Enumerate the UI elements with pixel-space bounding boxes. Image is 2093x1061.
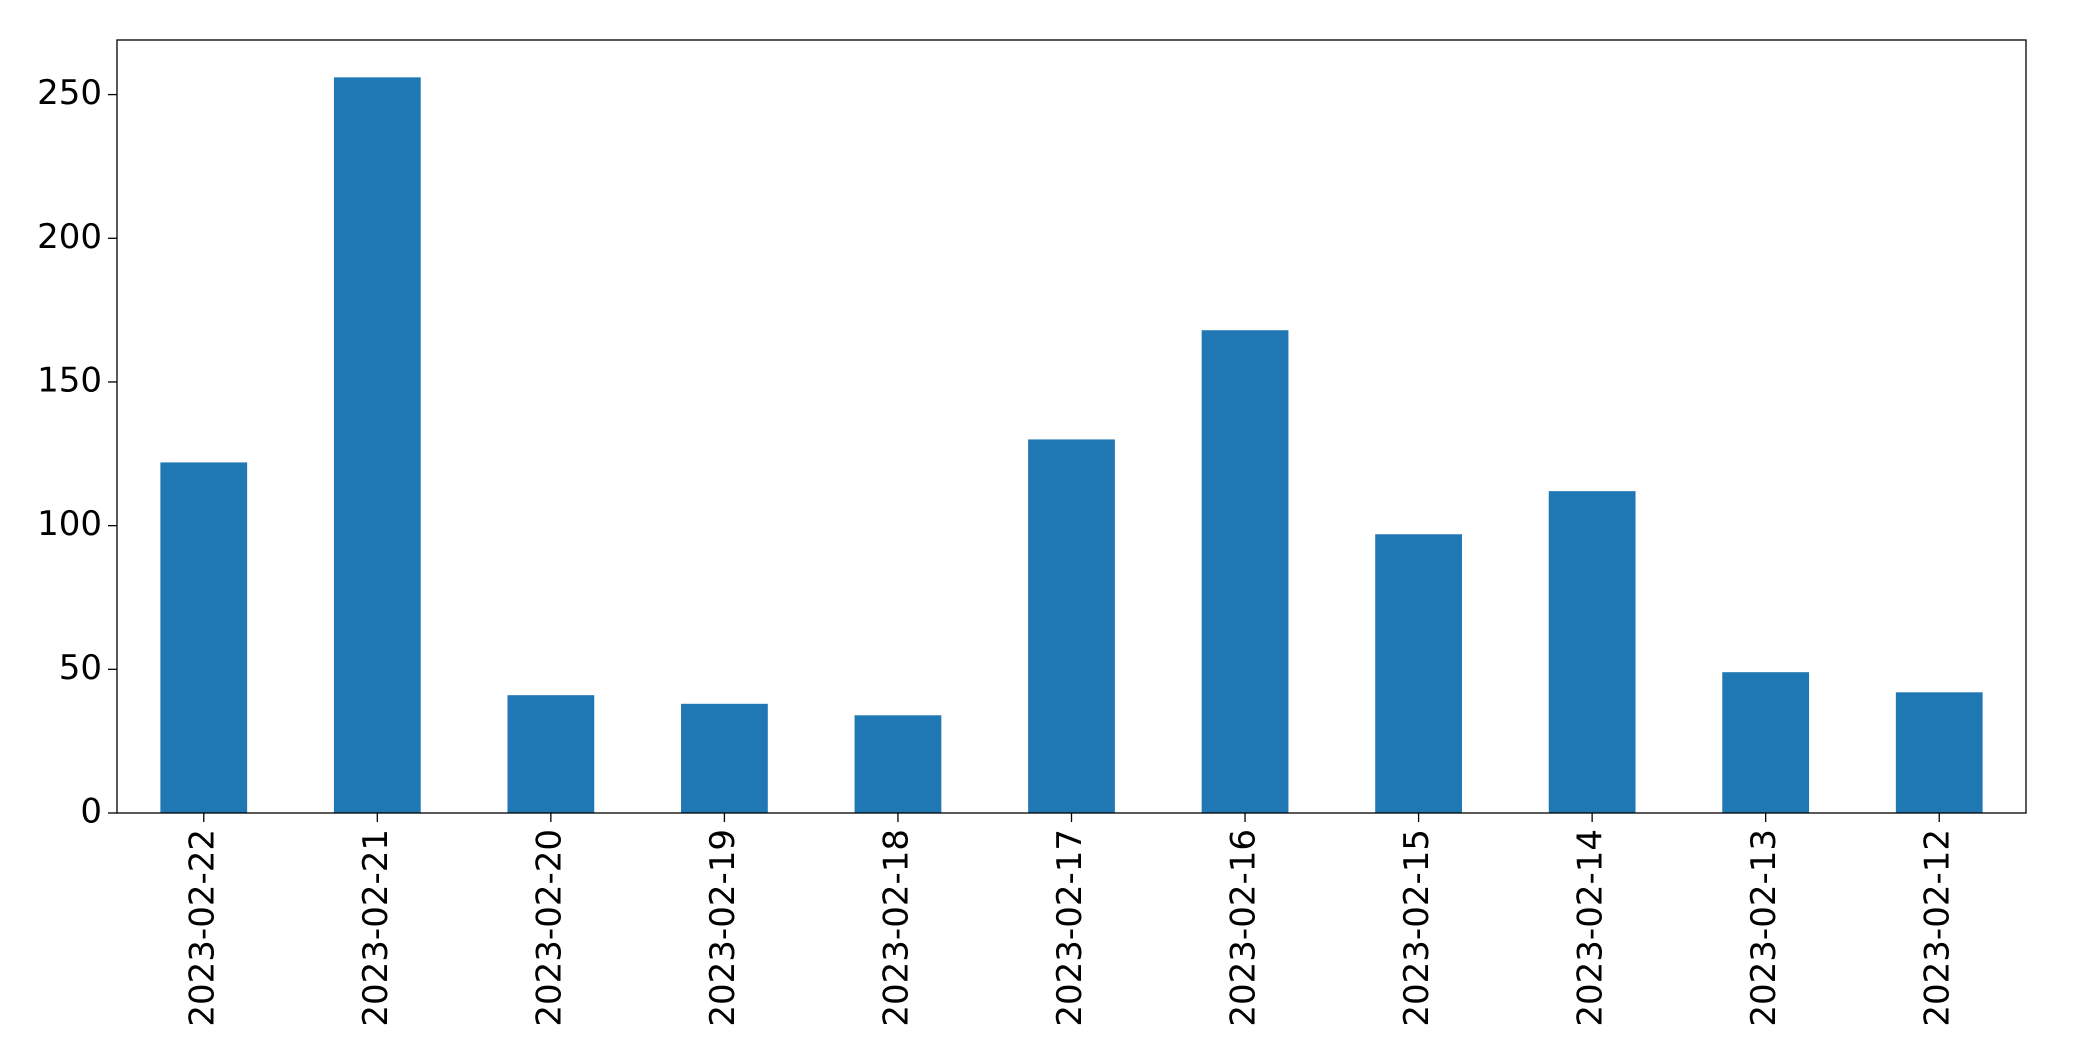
bar bbox=[507, 695, 595, 813]
x-tick-label: 2023-02-22 bbox=[182, 829, 222, 1027]
y-tick-label: 0 bbox=[80, 792, 102, 832]
y-tick-label: 50 bbox=[59, 648, 102, 688]
bar bbox=[1722, 672, 1810, 813]
x-tick-label: 2023-02-17 bbox=[1050, 829, 1090, 1027]
bar bbox=[1375, 534, 1462, 813]
bar bbox=[1895, 692, 1983, 813]
bar bbox=[1548, 491, 1636, 813]
x-tick-label: 2023-02-15 bbox=[1397, 829, 1437, 1027]
bar bbox=[681, 703, 768, 813]
plot-frame bbox=[116, 39, 2027, 814]
x-tick-label: 2023-02-19 bbox=[703, 829, 743, 1027]
bar bbox=[160, 462, 248, 813]
x-tick-label: 2023-02-13 bbox=[1744, 829, 1784, 1027]
x-tick-label: 2023-02-12 bbox=[1918, 829, 1958, 1027]
x-tick-label: 2023-02-16 bbox=[1224, 829, 1264, 1027]
y-tick-label: 150 bbox=[37, 360, 102, 400]
y-tick-label: 200 bbox=[37, 217, 102, 257]
bar bbox=[333, 77, 421, 814]
x-tick-label: 2023-02-21 bbox=[356, 829, 396, 1027]
bar bbox=[1201, 330, 1289, 813]
y-tick-label: 100 bbox=[37, 504, 102, 544]
x-tick-label: 2023-02-20 bbox=[529, 829, 569, 1027]
x-tick-label: 2023-02-18 bbox=[876, 829, 916, 1027]
x-tick-label: 2023-02-14 bbox=[1571, 829, 1611, 1027]
bar bbox=[854, 715, 942, 813]
y-tick-label: 250 bbox=[37, 73, 102, 113]
bar bbox=[1028, 439, 1115, 813]
